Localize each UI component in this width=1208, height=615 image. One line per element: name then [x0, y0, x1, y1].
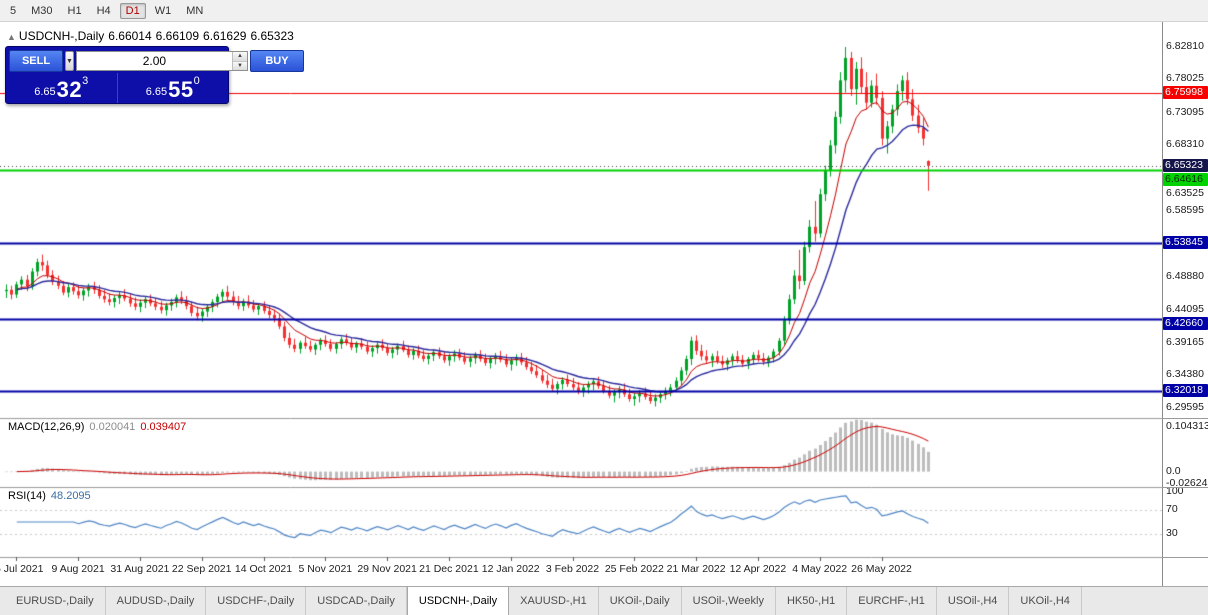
timeframe-button-5[interactable]: 5: [10, 4, 17, 17]
timeframe-button-w1[interactable]: W1: [154, 4, 172, 17]
panel-divider: [1162, 418, 1208, 419]
timeframe-button-h1[interactable]: H1: [67, 4, 82, 17]
date-axis-label: 21 Mar 2022: [666, 563, 726, 575]
chart-area: ▲ USDCNH-,Daily 6.66014 6.66109 6.61629 6.653…: [0, 22, 1208, 586]
chart-tab-eurusd-daily[interactable]: EURUSD-,Daily: [5, 587, 106, 615]
price-axis-label: 6.39165: [1166, 335, 1204, 348]
price-axis-label: 6.73095: [1166, 105, 1204, 118]
date-axis-label: 21 Dec 2021: [419, 563, 479, 575]
buy-price-point: 0: [193, 75, 200, 87]
price-line-label: 6.64616: [1163, 172, 1208, 186]
date-axis-label: 5 Nov 2021: [298, 563, 353, 575]
rsi-name: RSI(14): [8, 490, 46, 502]
macd-name: MACD(12,26,9): [8, 421, 85, 433]
timeframe-button-h4[interactable]: H4: [96, 4, 111, 17]
price-line-label: 6.75998: [1163, 86, 1208, 100]
rsi-value: 48.2095: [50, 490, 91, 502]
date-axis-label: 3 Feb 2022: [545, 563, 600, 575]
volume-control: ▲ ▼: [75, 51, 248, 71]
trade-options-dropdown[interactable]: ▼: [65, 51, 74, 71]
timeframe-button-d1[interactable]: D1: [119, 2, 146, 19]
date-axis-label: 31 Aug 2021: [110, 563, 170, 575]
price-line-label: 6.53845: [1163, 236, 1208, 250]
panel-divider: [1162, 487, 1208, 488]
macd-axis-label: 0.0: [1166, 464, 1181, 477]
price-axis-label: 6.48880: [1166, 270, 1204, 283]
price-axis[interactable]: [1162, 22, 1208, 586]
price-axis-label: 6.78025: [1166, 72, 1204, 85]
macd-value: 0.020041: [89, 421, 136, 433]
chart-tab-bar[interactable]: EURUSD-,Daily AUDUSD-,Daily USDCHF-,Daily U…: [0, 586, 1208, 615]
volume-step-up-icon[interactable]: ▲: [232, 52, 247, 62]
price-axis-label: 6.82810: [1166, 40, 1204, 53]
rsi-indicator-label: RSI(14) 48.2095: [8, 490, 96, 502]
volume-step-down-icon[interactable]: ▼: [232, 61, 247, 70]
chart-tab-ukoil-h4[interactable]: UKOil-,H4: [1009, 587, 1082, 615]
macd-signal-value: 0.039407: [140, 421, 187, 433]
rsi-axis-label: 30: [1166, 527, 1178, 540]
price-axis-label: 6.44095: [1166, 302, 1204, 315]
buy-price[interactable]: 6.65 55 0: [118, 73, 229, 103]
chart-tab-eurchf-h1[interactable]: EURCHF-,H1: [847, 587, 937, 615]
chart-tab-usdchf-daily[interactable]: USDCHF-,Daily: [206, 587, 307, 615]
date-axis-label: 4 May 2022: [792, 563, 848, 575]
panel-divider: [1162, 557, 1208, 558]
buy-price-pips: 55: [168, 77, 194, 102]
price-axis-label: 6.29595: [1166, 400, 1204, 413]
sell-price-pips: 32: [56, 77, 83, 102]
rsi-axis-label: 70: [1166, 502, 1178, 515]
buy-price-prefix: 6.65: [145, 86, 168, 98]
chart-tab-usoil-h4[interactable]: USOil-,H4: [937, 587, 1010, 615]
price-line-label: 6.65323: [1163, 158, 1208, 172]
date-axis-label: 26 May 2022: [851, 563, 912, 575]
sell-price-point: 3: [82, 75, 89, 87]
chart-tab-usoil-weekly[interactable]: USOil-,Weekly: [682, 587, 776, 615]
sell-button[interactable]: SELL: [9, 50, 63, 72]
date-axis-label: 9 Aug 2021: [51, 563, 105, 575]
price-axis-label: 6.58595: [1166, 204, 1204, 217]
price-axis-label: 6.34380: [1166, 368, 1204, 381]
chart-tab-ukoil-daily[interactable]: UKOil-,Daily: [599, 587, 682, 615]
date-axis-label: 22 Sep 2021: [171, 563, 232, 575]
chart-title: ▲ USDCNH-,Daily 6.66014 6.66109 6.61629 6.653…: [7, 29, 298, 43]
trade-prices-row: 6.65 32 3 6.65 55 0: [6, 73, 228, 103]
price-line-label: 6.42660: [1163, 316, 1208, 330]
timeframe-toolbar[interactable]: 5 M30 H1 H4 D1 W1 MN: [0, 0, 1208, 22]
price-axis-label: 6.63525: [1166, 186, 1204, 199]
sell-price[interactable]: 6.65 32 3: [6, 73, 118, 103]
price-axis-label: 6.68310: [1166, 138, 1204, 151]
ohlc-close: 6.65323: [250, 29, 294, 43]
ohlc-low: 6.61629: [203, 29, 247, 43]
volume-input[interactable]: [76, 52, 232, 70]
chart-symbol-label: USDCNH-,Daily: [18, 29, 105, 43]
chart-tab-hk50-h1[interactable]: HK50-,H1: [776, 587, 848, 615]
date-axis-label: 14 Oct 2021: [234, 563, 293, 575]
chart-tab-usdcnh-daily[interactable]: USDCNH-,Daily: [406, 587, 510, 615]
volume-stepper: ▲ ▼: [231, 52, 247, 70]
date-axis-label: 12 Apr 2022: [729, 563, 787, 575]
ohlc-open: 6.66014: [108, 29, 152, 43]
chart-symbol-icon: ▲: [7, 32, 16, 42]
macd-indicator-label: MACD(12,26,9) 0.020041 0.039407: [8, 421, 191, 433]
chart-tab-usdcad-daily[interactable]: USDCAD-,Daily: [306, 587, 407, 615]
date-axis-label: 16 Jul 2021: [0, 563, 44, 575]
price-chart-canvas[interactable]: [0, 22, 1162, 586]
date-axis-label: 25 Feb 2022: [604, 563, 664, 575]
chart-tab-audusd-daily[interactable]: AUDUSD-,Daily: [106, 587, 207, 615]
timeframe-button-m30[interactable]: M30: [31, 4, 53, 17]
date-axis-label: 29 Nov 2021: [357, 563, 417, 575]
price-line-label: 6.32018: [1163, 384, 1208, 398]
sell-price-prefix: 6.65: [34, 86, 56, 98]
macd-axis-label: 0.104313: [1166, 420, 1208, 432]
one-click-trading-panel: SELL ▼ ▲ ▼ BUY 6.65 32 3: [5, 46, 304, 104]
chevron-down-icon: ▼: [66, 57, 73, 65]
buy-button[interactable]: BUY: [249, 50, 304, 72]
ohlc-high: 6.66109: [155, 29, 200, 43]
trade-controls-row: SELL ▼ ▲ ▼ BUY: [6, 47, 304, 72]
chart-tab-xauusd-h1[interactable]: XAUUSD-,H1: [509, 587, 599, 615]
timeframe-button-mn[interactable]: MN: [186, 4, 204, 17]
date-axis-label: 12 Jan 2022: [481, 563, 540, 575]
